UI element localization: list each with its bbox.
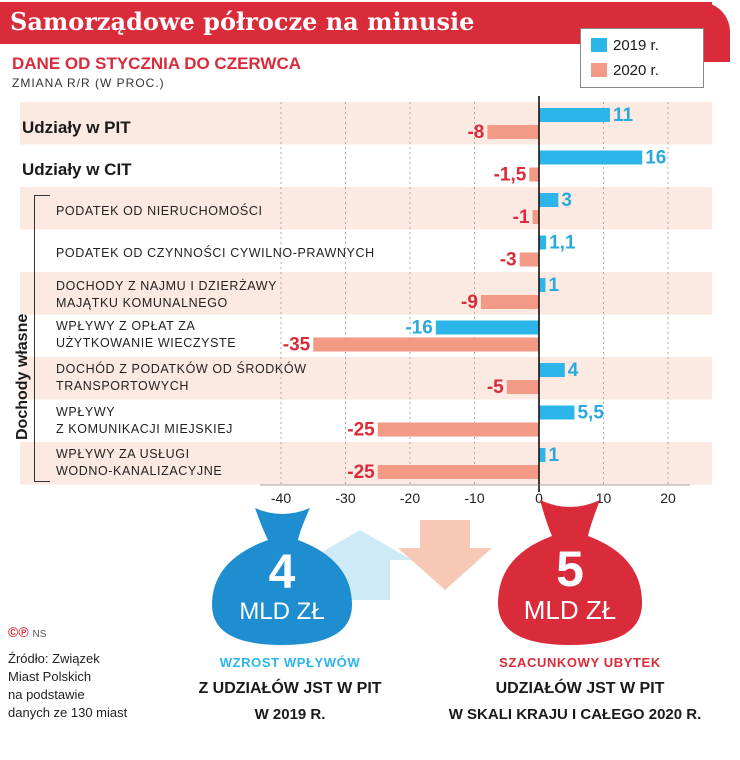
value-label-2020: -25 (347, 462, 375, 483)
left-caption-3: W 2019 R. (254, 706, 326, 723)
row-label-najmu-1: DOCHODY Z NAJMU I DZIERŻAWY (56, 279, 278, 293)
bar-2020 (532, 210, 539, 224)
right-caption-3: W SKALI KRAJU I CAŁEGO 2020 R. (448, 706, 702, 723)
bar-2020 (529, 167, 539, 182)
legend: 2019 r. 2020 r. (580, 28, 704, 88)
bar-2020 (519, 252, 539, 267)
row-label-transport-2: TRANSPORTOWYCH (56, 379, 189, 393)
row-label-czynnosci: PODATEK OD CZYNNOŚCI CYWILNO-PRAWNYCH (56, 246, 375, 260)
value-label-2019: 1 (548, 275, 559, 296)
value-label-2020: -25 (347, 420, 375, 441)
row-label-wieczyste-1: WPŁYWY Z OPŁAT ZA (56, 319, 196, 333)
value-label-2019: 4 (568, 360, 579, 381)
x-tick-label: 20 (660, 490, 676, 506)
value-label-2019: 16 (645, 148, 666, 169)
bar-2020 (313, 337, 539, 352)
x-tick-label: 10 (596, 490, 612, 506)
left-bag-number: 4 (268, 546, 296, 599)
right-bag-number: 5 (556, 541, 584, 597)
bar-2019 (539, 448, 546, 462)
row-label-transport-1: DOCHÓD Z PODATKÓW OD ŚRODKÓW (56, 362, 307, 376)
right-money-bag-icon (498, 500, 642, 645)
value-label-2019: 1 (548, 445, 559, 466)
left-caption-2: Z UDZIAŁÓW JST W PIT (198, 680, 382, 697)
row-label-wodkan-2: WODNO-KANALIZACYJNE (56, 464, 223, 478)
value-label-2020: -9 (461, 292, 478, 313)
right-bag-unit: MLD ZŁ (523, 595, 617, 625)
row-label-cit: Udziały w CIT (22, 160, 132, 179)
left-caption-1: WZROST WPŁYWÓW (219, 655, 361, 670)
bar-2019 (539, 405, 575, 420)
value-label-2019: 5,5 (577, 403, 604, 424)
x-tick-label: -40 (271, 490, 291, 506)
value-label-2019: 3 (561, 190, 572, 211)
value-label-2019: 11 (613, 105, 634, 126)
right-caption-2: UDZIAŁÓW JST W PIT (495, 680, 665, 697)
copyright-logo: ©℗ NS (8, 624, 47, 640)
bar-2019 (539, 363, 565, 377)
x-tick-label: -20 (400, 490, 420, 506)
value-label-2019: -16 (405, 318, 432, 339)
bar-2019 (539, 193, 559, 207)
bar-2019 (539, 278, 546, 292)
row-stripe (20, 442, 712, 485)
bar-2020 (506, 380, 539, 394)
value-label-2020: -35 (283, 335, 311, 356)
x-tick-label: 0 (535, 490, 543, 506)
legend-item-2019: 2019 r. (591, 37, 659, 57)
bar-2020 (377, 422, 539, 437)
value-label-2020: -5 (487, 377, 504, 398)
bar-2019 (539, 150, 643, 165)
legend-item-2020: 2020 r. (591, 62, 659, 82)
bar-2019 (435, 320, 539, 335)
unit-note: ZMIANA R/R (W PROC.) (12, 76, 165, 90)
row-stripe (20, 187, 712, 230)
value-label-2020: -8 (467, 122, 484, 143)
x-tick-label: -30 (335, 490, 355, 506)
value-label-2020: -1 (513, 207, 530, 228)
value-label-2020: -1,5 (494, 165, 527, 186)
group-bracket (34, 195, 50, 482)
down-arrow-icon (398, 520, 492, 590)
bar-2019 (539, 108, 610, 122)
bar-2020 (487, 125, 539, 139)
source-note: Źródło: Związek Miast Polskich na podstawi… (8, 651, 128, 720)
value-label-2019: 1,1 (549, 233, 576, 254)
chart-subtitle: DANE OD STYCZNIA DO CZERWCA (12, 54, 301, 73)
bar-2019 (539, 235, 547, 250)
bar-2020 (377, 465, 539, 479)
left-bag-unit: MLD ZŁ (239, 598, 325, 625)
legend-swatch-2020 (591, 63, 607, 77)
row-label-nieruchomosci: PODATEK OD NIERUCHOMOŚCI (56, 204, 263, 218)
row-label-pit: Udziały w PIT (22, 118, 131, 137)
legend-swatch-2019 (591, 38, 607, 52)
x-tick-label: -10 (464, 490, 484, 506)
right-caption-1: SZACUNKOWY UBYTEK (499, 655, 661, 670)
page-title: Samorządowe półrocze na minusie (10, 7, 475, 36)
row-stripe (20, 272, 712, 315)
row-label-wieczyste-2: UŻYTKOWANIE WIECZYSTE (56, 336, 237, 350)
row-label-komunikacja-2: Z KOMUNIKACJI MIEJSKIEJ (56, 422, 234, 436)
left-money-bag-icon (212, 508, 352, 645)
value-label-2020: -3 (500, 250, 517, 271)
row-label-wodkan-1: WPŁYWY ZA USŁUGI (56, 447, 190, 461)
group-label: Dochody własne (14, 313, 31, 440)
row-label-najmu-2: MAJĄTKU KOMUNALNEGO (56, 296, 228, 310)
row-stripe (20, 357, 712, 400)
row-label-komunikacja-1: WPŁYWY (56, 405, 116, 419)
bar-2020 (480, 295, 539, 309)
